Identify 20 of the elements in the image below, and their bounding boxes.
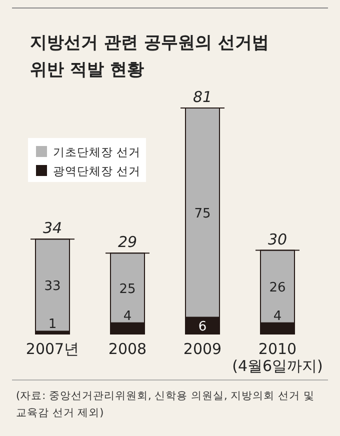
x-tick-label: 2008 [108, 340, 147, 358]
data-label: 4 [123, 308, 132, 324]
data-label: 4 [273, 308, 282, 324]
legend-label: 광역단체장 선거 [53, 164, 141, 178]
x-tick-label: 2007년 [26, 340, 80, 358]
data-label: 25 [119, 282, 136, 297]
total-label: 30 [268, 230, 288, 248]
total-label: 34 [42, 219, 62, 238]
text: (자료: 중앙선거관리위원회, 신학용 의원실, 지방의회 선거 및 교육감 선거 제외) [16, 390, 314, 419]
total-label: 81 [192, 88, 212, 106]
data-label: 26 [269, 280, 286, 296]
data-label: 33 [44, 279, 61, 294]
data-label: 75 [194, 206, 211, 222]
data-label: 1 [48, 317, 57, 332]
total-label: 29 [118, 233, 138, 252]
data-label: 6 [198, 320, 207, 335]
legend-label: 기초단체장 선거 [53, 145, 141, 159]
x-tick-label: 2010 (4월6일까지) [232, 340, 323, 375]
chart-title: 지방선거 관련 공무원의 선거법 위반 적발 현황 [30, 33, 269, 80]
x-tick-label: 2009 [183, 340, 222, 358]
